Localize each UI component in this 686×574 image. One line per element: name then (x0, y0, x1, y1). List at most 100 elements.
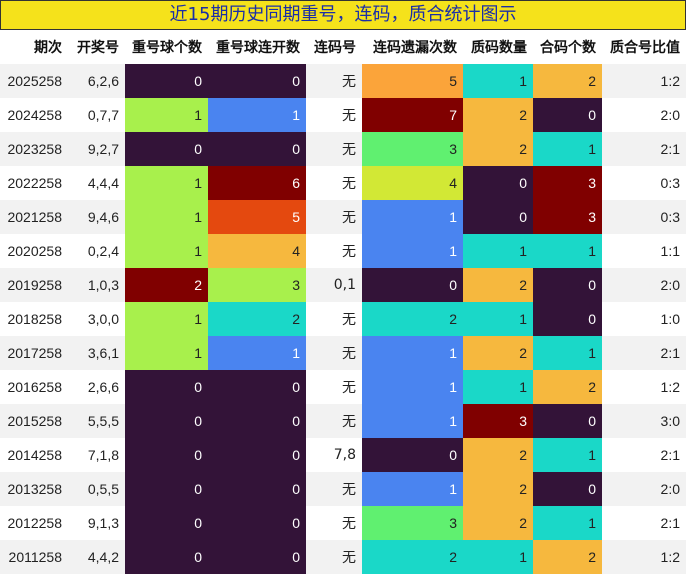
cell-prime-count: 1 (463, 302, 533, 336)
cell-prime-count: 0 (463, 166, 533, 200)
header-repeat-count: 重号球个数 (125, 30, 208, 64)
cell-prime-count: 3 (463, 404, 533, 438)
cell-period: 2012258 (0, 506, 68, 540)
cell-period: 2018258 (0, 302, 68, 336)
cell-draw-numbers: 6,2,6 (68, 64, 125, 98)
cell-prime-count: 2 (463, 336, 533, 370)
cell-ratio: 2:1 (602, 438, 686, 472)
cell-consecutive-miss: 1 (362, 472, 463, 506)
cell-consecutive-miss: 1 (362, 404, 463, 438)
cell-period: 2015258 (0, 404, 68, 438)
cell-composite-count: 2 (533, 540, 602, 574)
cell-ratio: 2:0 (602, 98, 686, 132)
cell-consecutive: 无 (306, 302, 362, 336)
cell-ratio: 1:0 (602, 302, 686, 336)
cell-ratio: 0:3 (602, 200, 686, 234)
cell-prime-count: 2 (463, 268, 533, 302)
cell-period: 2013258 (0, 472, 68, 506)
cell-repeat-streak: 3 (208, 268, 306, 302)
header-draw-numbers: 开奖号 (68, 30, 125, 64)
cell-ratio: 2:0 (602, 268, 686, 302)
cell-composite-count: 0 (533, 404, 602, 438)
cell-composite-count: 3 (533, 166, 602, 200)
table-row: 2015258 5,5,5 0 0 无 1 3 0 3:0 (0, 404, 686, 438)
cell-composite-count: 1 (533, 336, 602, 370)
cell-draw-numbers: 9,4,6 (68, 200, 125, 234)
header-composite-count: 合码个数 (533, 30, 602, 64)
cell-period: 2021258 (0, 200, 68, 234)
cell-repeat-streak: 0 (208, 438, 306, 472)
cell-consecutive-miss: 4 (362, 166, 463, 200)
cell-consecutive: 无 (306, 404, 362, 438)
cell-period: 2014258 (0, 438, 68, 472)
cell-composite-count: 1 (533, 506, 602, 540)
cell-ratio: 0:3 (602, 166, 686, 200)
cell-repeat-streak: 0 (208, 64, 306, 98)
cell-repeat-count: 1 (125, 336, 208, 370)
cell-repeat-count: 1 (125, 166, 208, 200)
cell-draw-numbers: 0,5,5 (68, 472, 125, 506)
table-row: 2022258 4,4,4 1 6 无 4 0 3 0:3 (0, 166, 686, 200)
cell-consecutive-miss: 2 (362, 540, 463, 574)
cell-composite-count: 1 (533, 132, 602, 166)
cell-repeat-streak: 0 (208, 540, 306, 574)
cell-composite-count: 1 (533, 234, 602, 268)
cell-composite-count: 2 (533, 370, 602, 404)
cell-consecutive: 无 (306, 336, 362, 370)
table-row: 2019258 1,0,3 2 3 0,1 0 2 0 2:0 (0, 268, 686, 302)
cell-composite-count: 0 (533, 268, 602, 302)
cell-consecutive-miss: 7 (362, 98, 463, 132)
table-row: 2018258 3,0,0 1 2 无 2 1 0 1:0 (0, 302, 686, 336)
cell-consecutive-miss: 3 (362, 132, 463, 166)
cell-period: 2019258 (0, 268, 68, 302)
cell-ratio: 1:1 (602, 234, 686, 268)
header-period: 期次 (0, 30, 68, 64)
cell-consecutive: 无 (306, 98, 362, 132)
cell-ratio: 2:1 (602, 336, 686, 370)
header-prime-composite-ratio: 质合号比值 (602, 30, 686, 64)
cell-consecutive: 无 (306, 234, 362, 268)
header-consecutive: 连码号 (306, 30, 362, 64)
cell-consecutive-miss: 0 (362, 438, 463, 472)
cell-repeat-count: 1 (125, 302, 208, 336)
cell-repeat-count: 0 (125, 370, 208, 404)
cell-period: 2017258 (0, 336, 68, 370)
cell-draw-numbers: 2,6,6 (68, 370, 125, 404)
cell-consecutive-miss: 1 (362, 336, 463, 370)
cell-ratio: 1:2 (602, 370, 686, 404)
cell-consecutive-miss: 1 (362, 200, 463, 234)
cell-composite-count: 2 (533, 64, 602, 98)
table-row: 2014258 7,1,8 0 0 7,8 0 2 1 2:1 (0, 438, 686, 472)
cell-period: 2020258 (0, 234, 68, 268)
cell-composite-count: 3 (533, 200, 602, 234)
cell-consecutive: 无 (306, 132, 362, 166)
cell-prime-count: 1 (463, 64, 533, 98)
cell-consecutive-miss: 0 (362, 268, 463, 302)
stats-table: 期次 开奖号 重号球个数 重号球连开数 连码号 连码遗漏次数 质码数量 合码个数… (0, 30, 686, 574)
cell-period: 2025258 (0, 64, 68, 98)
cell-draw-numbers: 4,4,2 (68, 540, 125, 574)
cell-consecutive: 无 (306, 472, 362, 506)
cell-ratio: 2:1 (602, 506, 686, 540)
cell-period: 2016258 (0, 370, 68, 404)
cell-prime-count: 1 (463, 370, 533, 404)
cell-consecutive: 无 (306, 166, 362, 200)
cell-draw-numbers: 3,6,1 (68, 336, 125, 370)
table-row: 2013258 0,5,5 0 0 无 1 2 0 2:0 (0, 472, 686, 506)
cell-draw-numbers: 3,0,0 (68, 302, 125, 336)
cell-composite-count: 1 (533, 438, 602, 472)
cell-repeat-count: 0 (125, 506, 208, 540)
cell-consecutive-miss: 1 (362, 370, 463, 404)
cell-repeat-streak: 0 (208, 506, 306, 540)
cell-repeat-count: 0 (125, 64, 208, 98)
cell-consecutive-miss: 3 (362, 506, 463, 540)
cell-repeat-streak: 6 (208, 166, 306, 200)
table-row: 2017258 3,6,1 1 1 无 1 2 1 2:1 (0, 336, 686, 370)
table-row: 2021258 9,4,6 1 5 无 1 0 3 0:3 (0, 200, 686, 234)
table-row: 2025258 6,2,6 0 0 无 5 1 2 1:2 (0, 64, 686, 98)
cell-consecutive: 0,1 (306, 268, 362, 302)
cell-repeat-count: 1 (125, 98, 208, 132)
cell-consecutive: 无 (306, 506, 362, 540)
cell-consecutive-miss: 5 (362, 64, 463, 98)
header-consecutive-miss: 连码遗漏次数 (362, 30, 463, 64)
